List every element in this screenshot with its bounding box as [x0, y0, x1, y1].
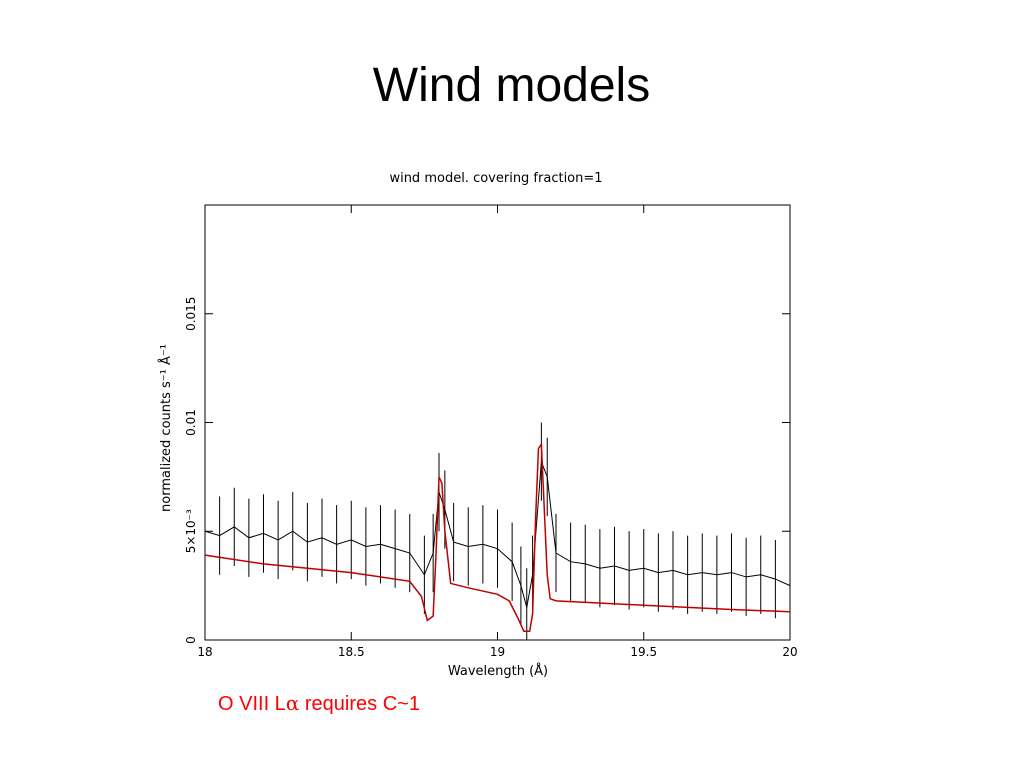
tick-labels: 18 18.5 19 19.5 20 0 5×10⁻³ 0.01 0.015	[184, 297, 798, 659]
x-tick-label: 18	[197, 645, 212, 659]
chart-title: wind model. covering fraction=1	[389, 171, 602, 186]
y-tick-label: 0	[184, 636, 198, 644]
caption-greek: α	[285, 691, 300, 715]
x-tick-label: 19.5	[630, 645, 657, 659]
x-axis-label: Wavelength (Å)	[448, 663, 548, 679]
data-series-line	[204, 461, 791, 608]
x-tick-label: 18.5	[338, 645, 365, 659]
y-tick-label: 0.01	[184, 409, 198, 436]
y-tick-label: 0.015	[184, 297, 198, 331]
series-layer	[204, 422, 791, 640]
x-tick-label: 20	[782, 645, 797, 659]
caption: O VIII Lα requires C~1	[218, 691, 420, 716]
x-tick-label: 19	[490, 645, 505, 659]
model-line	[204, 441, 791, 633]
y-tick-label: 5×10⁻³	[184, 509, 198, 553]
slide-title: Wind models	[372, 59, 651, 112]
caption-suffix: requires C~1	[299, 693, 420, 715]
y-axis-label: normalized counts s⁻¹ Å⁻¹	[158, 344, 174, 512]
axis-ticks	[204, 205, 791, 641]
caption-prefix: O VIII L	[218, 693, 286, 715]
